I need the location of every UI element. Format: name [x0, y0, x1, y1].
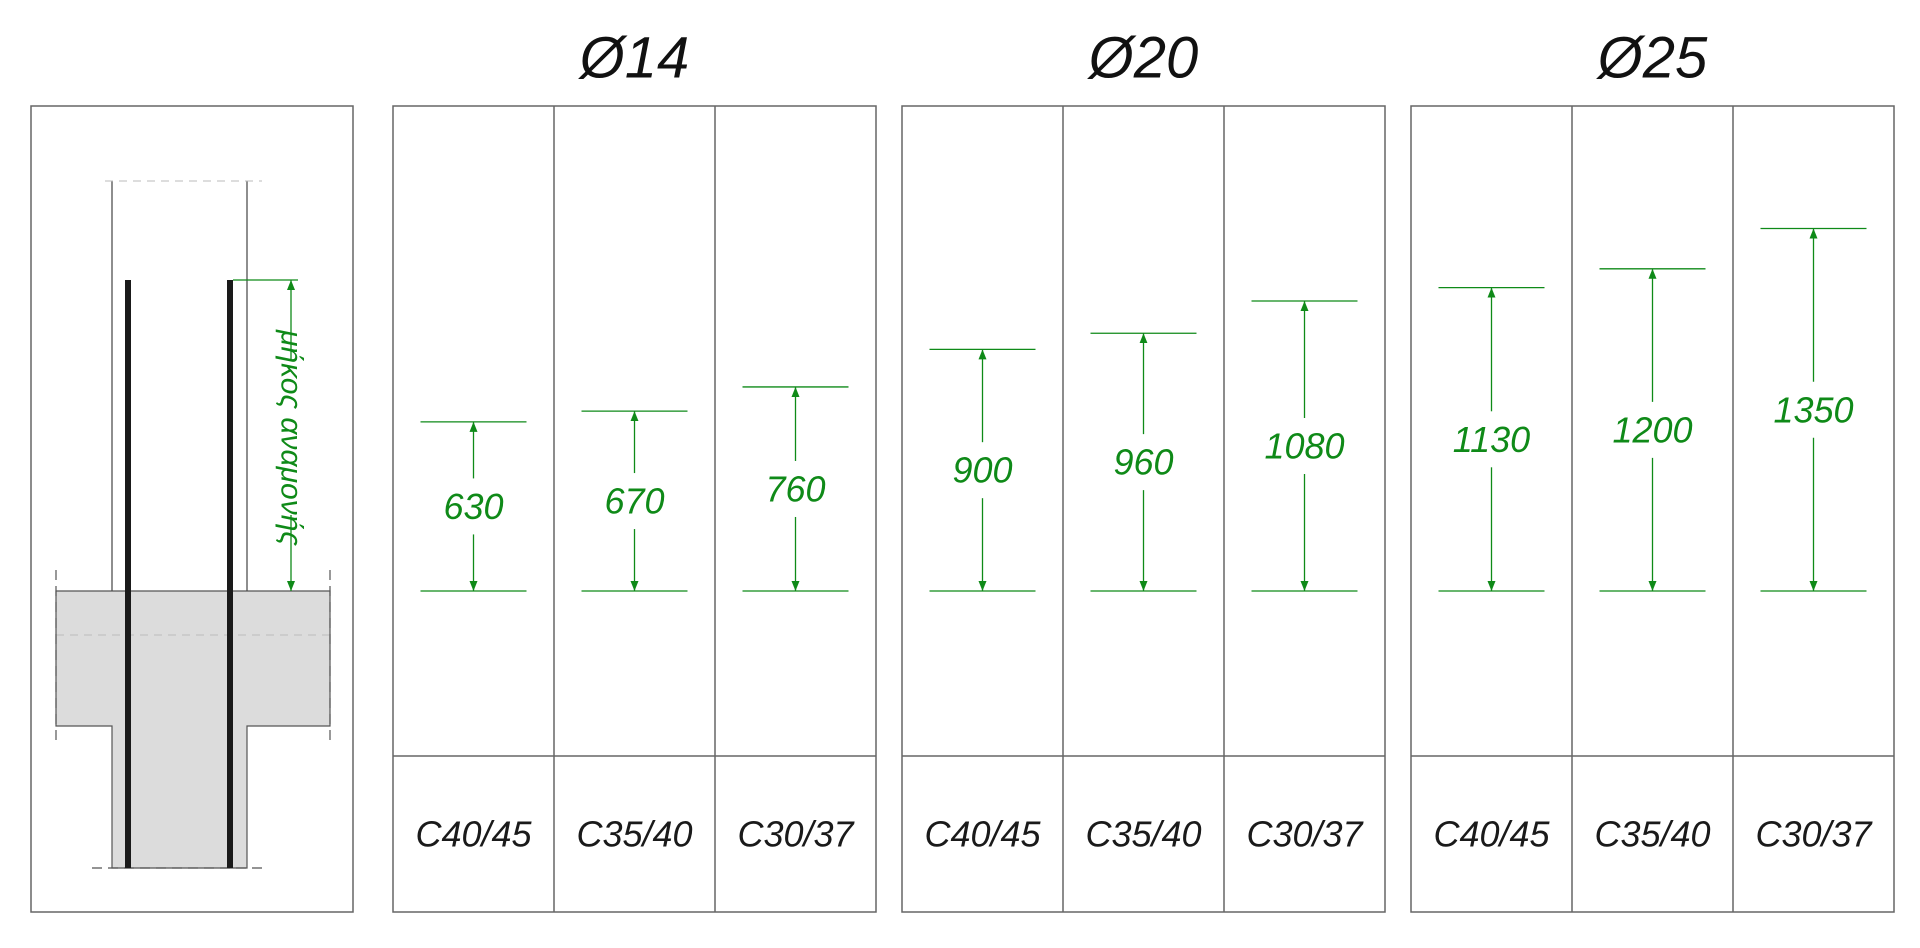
data-label: 630: [443, 486, 503, 527]
data-label: 960: [1113, 442, 1173, 483]
data-label: 1130: [1453, 419, 1530, 460]
concrete-grade-label: C40/45: [924, 814, 1041, 855]
concrete-grade-label: C40/45: [415, 814, 532, 855]
lap-length-table: Ø14 630 C40/45 670 C35/40 760 C30/37 Ø20 900 C40/…: [392, 26, 1895, 913]
data-label: 760: [765, 468, 825, 509]
concrete-grade-label: C30/37: [737, 814, 855, 855]
concrete-grade-label: C35/40: [1594, 814, 1710, 855]
bar-group-1: Ø14 630 C40/45 670 C35/40 760 C30/37: [392, 26, 877, 913]
concrete-grade-label: C30/37: [1755, 814, 1873, 855]
data-label: 670: [604, 481, 664, 522]
data-label: 1350: [1773, 389, 1853, 430]
data-label: 1080: [1264, 426, 1344, 467]
group-title: Ø14: [578, 26, 690, 91]
group-title: Ø25: [1596, 26, 1708, 91]
data-label: 1200: [1612, 409, 1692, 450]
concrete-grade-label: C35/40: [1085, 814, 1201, 855]
concrete-grade-label: C30/37: [1246, 814, 1364, 855]
bar-group-3: Ø25 1130 C40/45 1200 C35/40 1350 C30/37: [1410, 26, 1895, 913]
concrete-grade-label: C35/40: [576, 814, 692, 855]
group-title: Ø20: [1087, 26, 1199, 91]
lap-length-label: μήκος αναμονής: [275, 329, 308, 546]
detail-panel: μήκος αναμονής: [30, 105, 354, 913]
data-label: 900: [952, 450, 1012, 491]
bar-group-2: Ø20 900 C40/45 960 C35/40 1080 C30/37: [901, 26, 1386, 913]
group-frame: [392, 105, 877, 913]
concrete-grade-label: C40/45: [1433, 814, 1550, 855]
